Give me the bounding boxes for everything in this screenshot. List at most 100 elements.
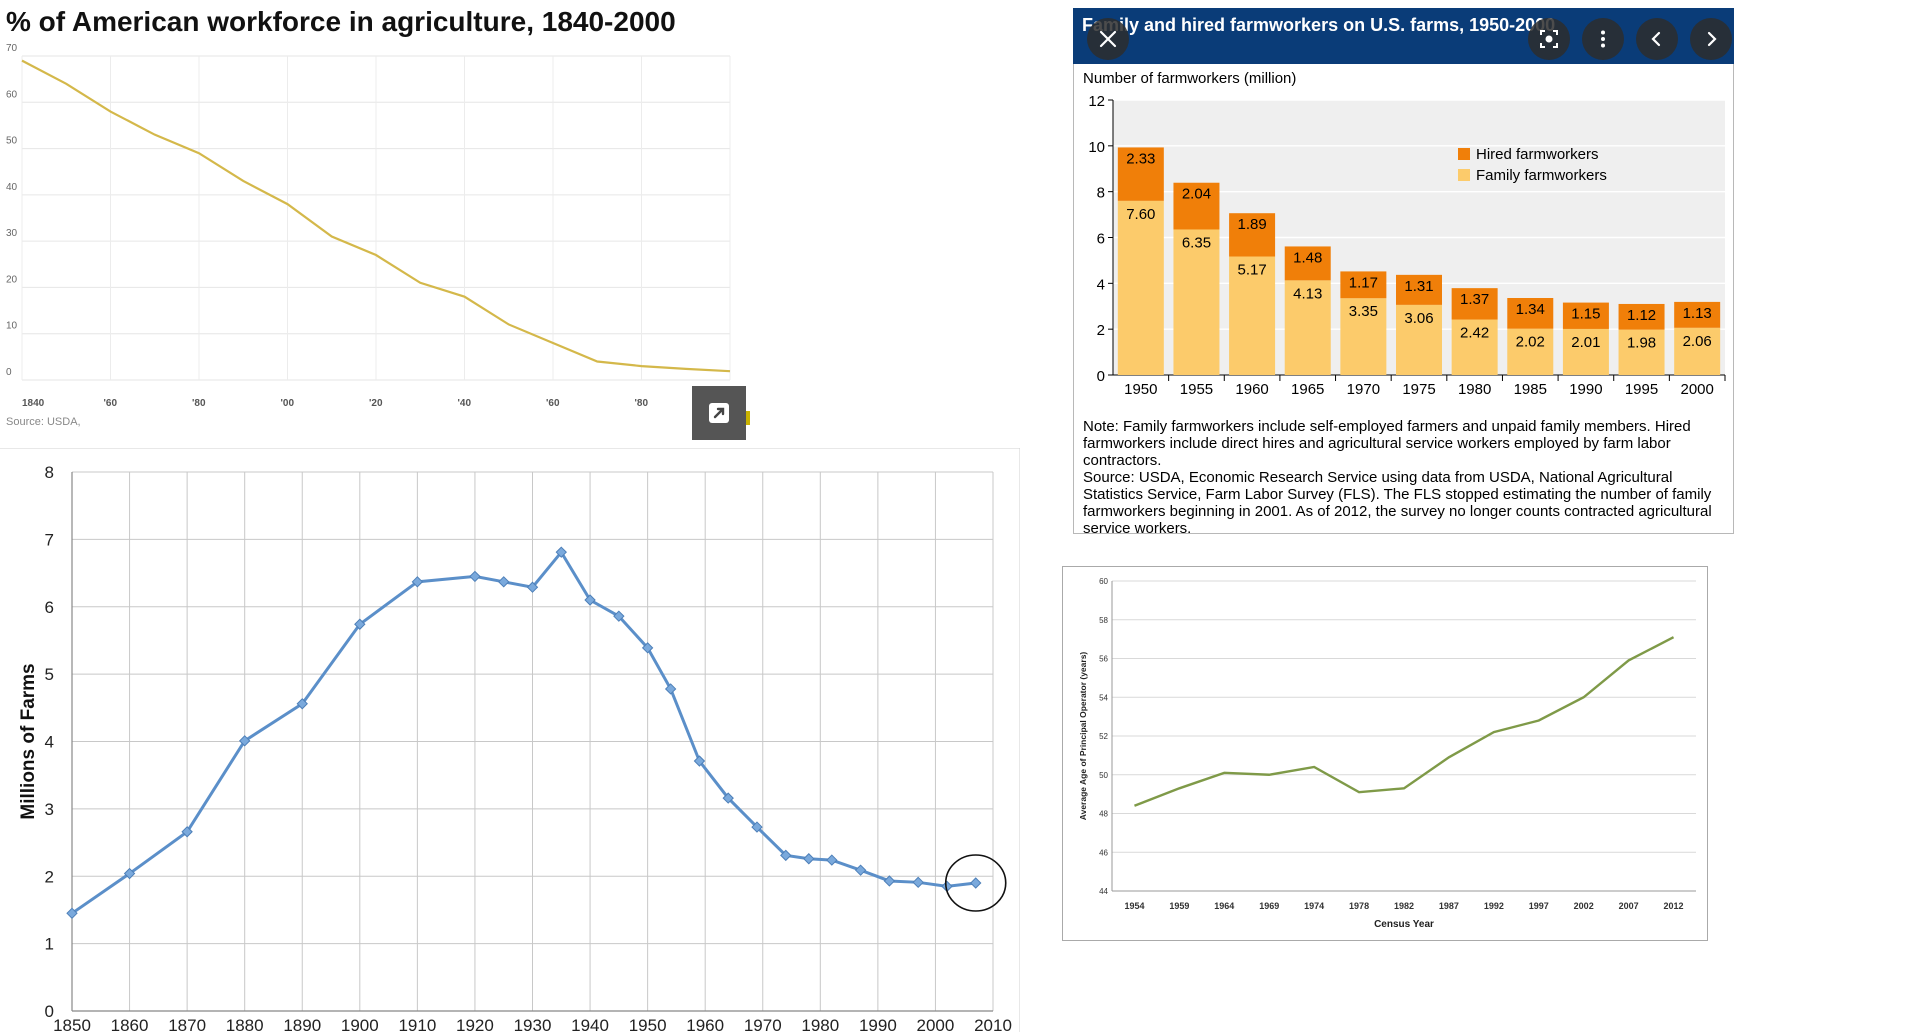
- bar-family: [1562, 328, 1609, 375]
- y-tick-label: 52: [1099, 732, 1108, 741]
- data-point: [526, 581, 539, 593]
- x-tick-label: 1910: [398, 1016, 436, 1032]
- data-point: [780, 849, 792, 862]
- x-tick-label: 1840: [22, 398, 45, 409]
- chevron-left-icon: [1651, 31, 1661, 47]
- lens-button[interactable]: [1528, 18, 1570, 60]
- x-tick-label: 1982: [1394, 901, 1414, 911]
- legend-swatch-hired: [1458, 148, 1470, 160]
- data-point: [826, 854, 838, 866]
- x-tick-label: 2000: [917, 1016, 955, 1032]
- x-tick-label: 1960: [686, 1016, 724, 1032]
- data-label-family: 5.17: [1237, 262, 1266, 279]
- bar-family: [1396, 304, 1442, 375]
- data-point: [693, 755, 706, 767]
- chart1-title: % of American workforce in agriculture, …: [6, 6, 676, 37]
- x-tick-label: '20: [369, 398, 383, 409]
- bar-hired: [1562, 302, 1609, 329]
- bar-hired: [1340, 271, 1387, 299]
- x-tick-label: 2000: [1680, 381, 1713, 398]
- x-tick-label: 1920: [456, 1016, 494, 1032]
- y-axis-label: Number of farmworkers (million): [1083, 70, 1296, 87]
- x-tick-label: '60: [104, 398, 118, 409]
- x-tick-label: 1964: [1214, 901, 1234, 911]
- data-label-hired: 1.37: [1460, 291, 1489, 308]
- chart1-plot: 0 10 20 30 40 50 60 70 1840 '60 '80 '00 '20 '40 '60 '80…: [6, 44, 740, 409]
- close-button[interactable]: [1087, 18, 1129, 60]
- data-label-hired: 1.17: [1349, 274, 1378, 291]
- x-tick-label: 1850: [53, 1016, 91, 1032]
- y-tick-label: 56: [1099, 655, 1108, 664]
- x-tick-label: 1955: [1180, 381, 1213, 398]
- data-point: [555, 546, 567, 558]
- y-tick-label: 48: [1099, 810, 1108, 819]
- bar-family: [1451, 319, 1498, 375]
- expand-button[interactable]: [692, 386, 746, 440]
- data-label-hired: 1.12: [1627, 307, 1656, 324]
- data-label-family: 4.13: [1293, 285, 1322, 302]
- data-label-family: 2.02: [1516, 334, 1545, 351]
- x-tick-label: 1890: [283, 1016, 321, 1032]
- x-tick-label: 1985: [1514, 381, 1547, 398]
- y-tick-label: 60: [1099, 577, 1108, 586]
- data-point: [722, 792, 734, 804]
- data-point: [181, 826, 193, 838]
- series-line: [71, 549, 976, 915]
- series-line: [1134, 636, 1675, 807]
- x-tick-label: 1960: [1235, 381, 1268, 398]
- chart4-frame: [1062, 566, 1708, 941]
- x-tick-label: 1995: [1625, 381, 1658, 398]
- close-icon: [1099, 30, 1117, 48]
- data-label-family: 3.06: [1404, 310, 1433, 327]
- bar-family: [1340, 298, 1387, 375]
- data-label-hired: 1.31: [1404, 278, 1433, 295]
- lens-icon: [1540, 30, 1558, 48]
- more-vertical-icon: [1601, 30, 1605, 48]
- data-point: [803, 853, 815, 865]
- previous-button[interactable]: [1636, 18, 1678, 60]
- bar-hired: [1674, 301, 1721, 328]
- chart3-plot: Number of farmworkers (million) 0 2 4 6 8 10 12…: [1083, 70, 1726, 398]
- x-tick-label: 1987: [1439, 901, 1459, 911]
- data-point: [584, 594, 596, 606]
- more-button[interactable]: [1582, 18, 1624, 60]
- y-tick-label: 0: [6, 367, 12, 378]
- chart4-plot: 44 46 48 50 52 54 56 58 60 1954 1959 1964 1969 1974 19…: [1078, 577, 1696, 930]
- bar-family: [1229, 256, 1276, 375]
- data-label-family: 2.01: [1571, 334, 1600, 351]
- bar-hired: [1284, 246, 1331, 281]
- series-line: [21, 59, 731, 373]
- data-label-family: 2.42: [1460, 325, 1489, 342]
- next-button[interactable]: [1690, 18, 1732, 60]
- bar-hired: [1229, 213, 1276, 257]
- data-label-hired: 1.89: [1237, 216, 1266, 233]
- x-tick-label: 1969: [1259, 901, 1279, 911]
- bar-hired: [1618, 303, 1665, 330]
- x-tick-label: 1997: [1529, 901, 1549, 911]
- data-point: [123, 867, 136, 880]
- data-label-family: 1.98: [1627, 335, 1656, 352]
- y-tick-label: 54: [1099, 693, 1108, 702]
- data-point: [912, 876, 924, 889]
- x-tick-label: 1860: [111, 1016, 149, 1032]
- x-tick-label: '80: [635, 398, 649, 409]
- x-tick-label: 2012: [1664, 901, 1684, 911]
- y-tick-label: 50: [6, 136, 18, 147]
- x-tick-label: 2002: [1574, 901, 1594, 911]
- x-tick-label: '00: [281, 398, 295, 409]
- data-label-hired: 2.04: [1182, 186, 1211, 203]
- y-tick-label: 12: [1088, 93, 1105, 110]
- bar-family: [1117, 200, 1164, 375]
- x-tick-label: 1970: [1347, 381, 1380, 398]
- y-tick-label: 10: [6, 321, 18, 332]
- legend-label-family: Family farmworkers: [1476, 167, 1607, 184]
- y-axis-label: Average Age of Principal Operator (years…: [1078, 652, 1088, 821]
- data-label-hired: 1.34: [1516, 301, 1545, 318]
- y-tick-label: 70: [6, 44, 18, 54]
- data-point: [854, 864, 867, 876]
- x-tick-label: 1959: [1169, 901, 1189, 911]
- bar-family: [1674, 327, 1721, 375]
- x-tick-label: 1980: [1458, 381, 1491, 398]
- x-axis-label: Census Year: [1374, 919, 1434, 930]
- x-tick-label: 1880: [226, 1016, 264, 1032]
